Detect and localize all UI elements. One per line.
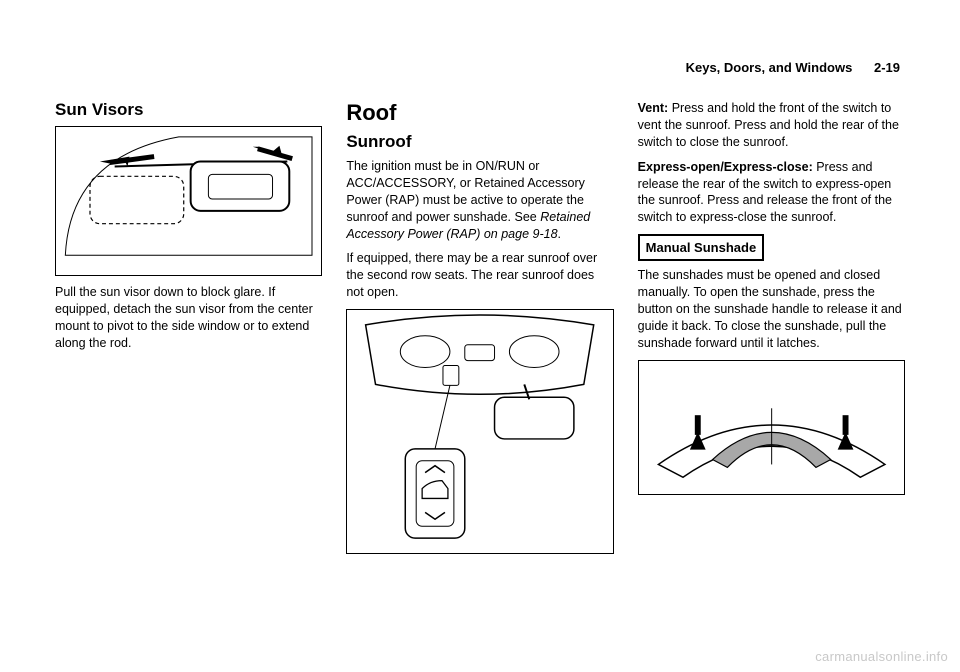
label-vent: Vent: (638, 101, 669, 115)
page-number: 2-19 (874, 60, 900, 75)
watermark: carmanualsonline.info (815, 649, 948, 664)
heading-sun-visors: Sun Visors (55, 100, 322, 120)
column-1: Sun Visors Pull t (55, 100, 322, 562)
overhead-console-illustration (347, 310, 612, 553)
figure-overhead-console (346, 309, 613, 554)
text-vent-body: Press and hold the front of the switch t… (638, 101, 899, 149)
text-ignition-b: . (558, 227, 561, 241)
page-header: Keys, Doors, and Windows 2-19 (55, 60, 905, 75)
sun-visor-illustration (56, 127, 321, 275)
text-ignition: The ignition must be in ON/RUN or ACC/AC… (346, 158, 613, 242)
heading-roof: Roof (346, 100, 613, 126)
heading-sunroof: Sunroof (346, 132, 613, 152)
figure-sunshade (638, 360, 905, 495)
text-express: Express-open/Express-close: Press and re… (638, 159, 905, 227)
heading-manual-sunshade: Manual Sunshade (638, 234, 765, 261)
label-express: Express-open/Express-close: (638, 160, 813, 174)
figure-sun-visor (55, 126, 322, 276)
chapter-title: Keys, Doors, and Windows (686, 60, 853, 75)
text-manual-sunshade: The sunshades must be opened and closed … (638, 267, 905, 351)
page: Keys, Doors, and Windows 2-19 Sun Visors (0, 0, 960, 592)
content-columns: Sun Visors Pull t (55, 100, 905, 562)
sunshade-illustration (639, 361, 904, 494)
text-vent: Vent: Press and hold the front of the sw… (638, 100, 905, 151)
column-3: Vent: Press and hold the front of the sw… (638, 100, 905, 562)
text-sun-visor: Pull the sun visor down to block glare. … (55, 284, 322, 352)
column-2: Roof Sunroof The ignition must be in ON/… (346, 100, 613, 562)
text-rear-sunroof: If equipped, there may be a rear sunroof… (346, 250, 613, 301)
